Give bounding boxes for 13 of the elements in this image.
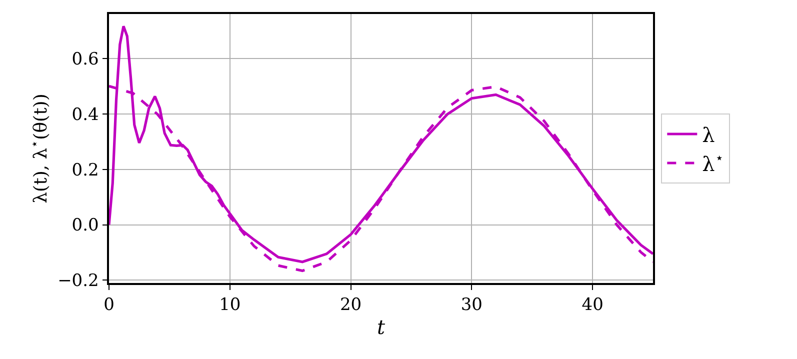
x-tick-label: 0 [104,295,114,316]
x-tick-label: 30 [460,295,482,316]
x-tick-label: 10 [219,295,241,316]
y-tick-label: 0.4 [72,104,99,125]
x-tick-label: 40 [582,295,604,316]
legend-label: λ [702,122,716,147]
y-tick-label: 0.2 [72,160,99,180]
legend-label: λ$^{⋆}$ [702,150,724,176]
y-tick-label: 0.0 [72,216,99,236]
y-tick-label: 0.6 [72,49,99,70]
x-axis-title: t [376,315,386,340]
y-tick-label: −0.2 [58,271,99,292]
x-tick-label: 20 [340,295,362,316]
